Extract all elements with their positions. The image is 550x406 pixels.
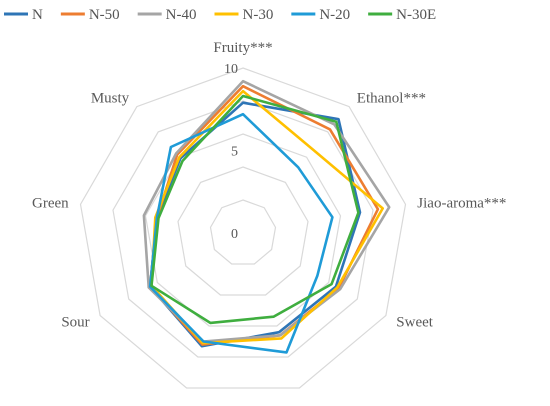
tick-labels: 0 5 10 [224, 62, 238, 242]
series-line-n-40 [142, 79, 391, 343]
axis-label-fruity: Fruity*** [213, 40, 272, 56]
series-line-n [148, 101, 362, 348]
legend-item-n-50: N-50 [60, 7, 120, 23]
axis-label-bran: Bran [153, 403, 183, 406]
legend-item-n-40: N-40 [137, 7, 197, 23]
legend-label-n: N [32, 7, 43, 23]
legend-label-n-30e: N-30E [396, 7, 436, 23]
axis-label-green: Green [32, 195, 69, 211]
legend-label-n-50: N-50 [89, 7, 120, 23]
axis-label-musty: Musty [91, 90, 130, 106]
tick-label-10: 10 [224, 62, 238, 77]
legend-item-n-20: N-20 [291, 7, 350, 23]
grid-ring-10 [79, 67, 407, 389]
grid-ring-2 [209, 199, 277, 265]
legend-item-n: N [4, 7, 43, 23]
legend-label-n-40: N-40 [166, 7, 197, 23]
series-line-n-20 [148, 112, 334, 354]
legend-item-n-30e: N-30E [368, 7, 436, 23]
grid-ring-4 [177, 166, 309, 296]
axis-label-sour: Sour [61, 315, 89, 331]
series-line-n-30e [150, 94, 360, 325]
axis-label-ethanol: Ethanol*** [357, 90, 426, 106]
tick-label-0: 0 [231, 227, 238, 242]
axis-labels: Fruity*** Ethanol*** Jiao-aroma*** Sweet Gra… [32, 40, 506, 406]
axis-label-jiao-aroma: Jiao-aroma*** [417, 195, 506, 211]
series-group [142, 79, 391, 354]
axis-label-grain: Grain* [304, 403, 346, 406]
legend-item-n-30: N-30 [214, 7, 274, 23]
tick-label-5: 5 [231, 145, 238, 160]
axis-label-sweet: Sweet [396, 315, 433, 331]
legend-label-n-30: N-30 [243, 7, 274, 23]
legend-label-n-20: N-20 [319, 7, 350, 23]
legend: N N-50 N-40 N-30 N-20 N-30E [4, 7, 436, 23]
series-line-n-30 [150, 89, 385, 345]
